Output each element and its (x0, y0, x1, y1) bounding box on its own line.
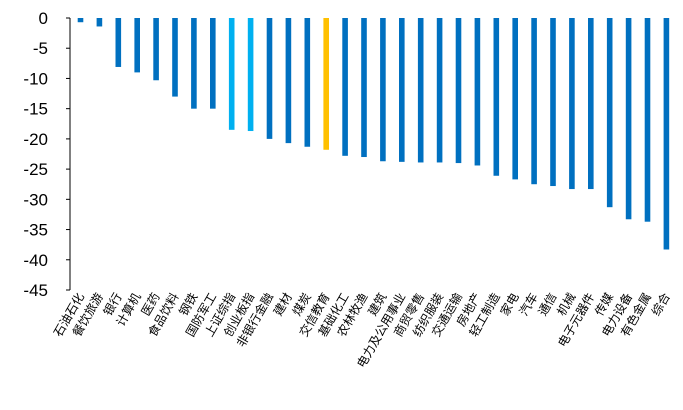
bar (153, 18, 159, 81)
y-tick-label: -20 (23, 130, 48, 149)
bar (247, 18, 254, 132)
bar (115, 18, 122, 67)
bar (625, 18, 632, 220)
x-tick-label: 汽车 (516, 290, 541, 318)
bar (569, 18, 575, 190)
bar (474, 18, 481, 166)
y-tick-label: -10 (23, 69, 48, 88)
bar (512, 18, 518, 180)
bar (210, 18, 216, 109)
y-tick-label: -45 (23, 281, 48, 300)
y-axis: 0 -5 -10 -15 -20 -25 -30 -35 -40 -45 (23, 9, 71, 300)
bar (342, 18, 348, 156)
bar (436, 18, 443, 163)
bar (588, 18, 594, 190)
bar (606, 18, 613, 208)
bar (96, 18, 103, 27)
y-tick-label: -40 (23, 251, 48, 270)
bar (266, 18, 273, 139)
y-tick-label: -25 (23, 160, 48, 179)
bar (399, 18, 405, 162)
y-tick-label: -35 (23, 221, 48, 240)
bar (191, 18, 197, 109)
x-tick-label: 建材 (271, 291, 295, 319)
bar (644, 18, 651, 222)
bars-group (77, 18, 670, 250)
bar (285, 18, 292, 144)
bar (455, 18, 462, 164)
bar (663, 18, 670, 250)
bar (550, 18, 556, 187)
bar (493, 18, 500, 176)
x-tick-label: 家电 (497, 290, 522, 318)
bar (172, 18, 178, 97)
bar (323, 18, 329, 150)
bar (531, 18, 537, 185)
x-tick-label: 通信 (535, 291, 559, 319)
bar (304, 18, 311, 147)
y-tick-label: 0 (39, 9, 48, 28)
y-tick-label: -15 (23, 100, 48, 119)
bar (380, 18, 386, 162)
y-tick-label: -5 (33, 39, 48, 58)
y-tick-label: -30 (23, 190, 48, 209)
bar (228, 18, 235, 130)
bar (417, 18, 424, 163)
bar (134, 18, 140, 73)
x-tick-labels: 石油石化餐饮旅游银行计算机医药食品饮料钢铁国防军工上证综指创业板指非银行金融建材… (51, 290, 673, 370)
bar (77, 18, 84, 23)
x-tick-label: 综合 (648, 290, 673, 318)
bar (361, 18, 367, 158)
